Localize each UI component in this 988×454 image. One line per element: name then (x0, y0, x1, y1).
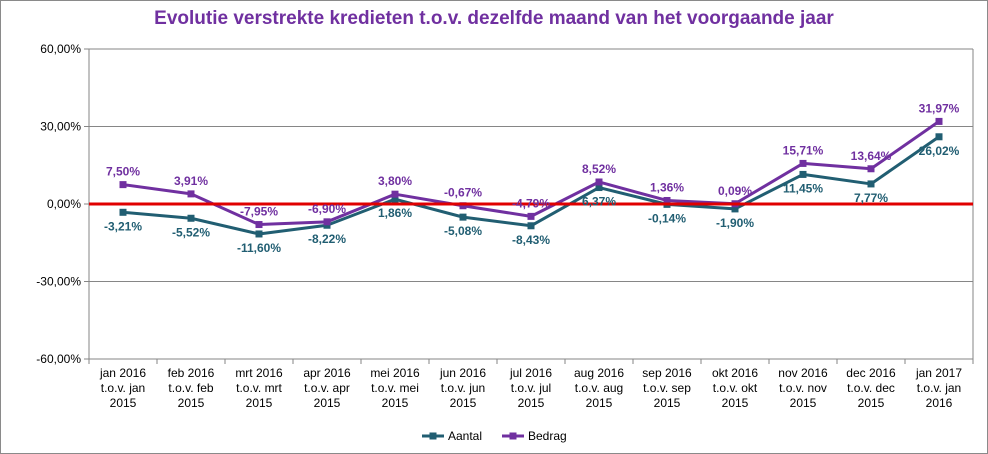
point-bedrag (799, 159, 807, 167)
data-label-aantal: -8,22% (308, 232, 346, 246)
data-label-bedrag: 31,97% (919, 101, 960, 115)
x-tick-label: jan 2016 t.o.v. jan 2015 (99, 366, 146, 410)
data-label-aantal: -3,21% (104, 219, 142, 233)
point-aantal (731, 205, 739, 213)
legend-label-bedrag: Bedrag (528, 429, 567, 443)
data-label-aantal: -5,08% (444, 224, 482, 238)
point-bedrag (527, 212, 535, 220)
point-aantal (391, 195, 399, 203)
point-aantal (595, 184, 603, 192)
data-label-bedrag: -6,90% (308, 202, 346, 216)
point-aantal (119, 208, 127, 216)
data-label-bedrag: 3,80% (378, 174, 412, 188)
y-tick-label: 30,00% (40, 120, 81, 134)
y-tick-label: -30,00% (36, 275, 81, 289)
data-label-bedrag: 8,52% (582, 162, 616, 176)
data-label-bedrag: 3,91% (174, 174, 208, 188)
point-bedrag (255, 221, 263, 229)
point-bedrag (119, 181, 127, 189)
x-tick-label: aug 2016 t.o.v. aug 2015 (574, 366, 624, 410)
data-label-aantal: -11,60% (237, 241, 281, 255)
x-tick-label: nov 2016 t.o.v. nov 2015 (778, 366, 828, 410)
point-bedrag (595, 178, 603, 186)
x-tick-label: feb 2016 t.o.v. feb 2015 (168, 366, 215, 410)
point-aantal (935, 133, 943, 141)
x-tick-label: mei 2016 t.o.v. mei 2015 (370, 366, 420, 410)
point-bedrag (867, 165, 875, 173)
point-aantal (867, 180, 875, 188)
y-tick-label: 0,00% (47, 197, 81, 211)
x-tick-label: mrt 2016 t.o.v. mrt 2015 (235, 366, 283, 410)
x-tick-label: apr 2016 t.o.v. apr 2015 (303, 366, 351, 410)
point-aantal (187, 214, 195, 222)
x-tick-label: jan 2017 t.o.v. jan 2016 (915, 366, 962, 410)
data-label-aantal: -1,90% (716, 216, 754, 230)
legend-marker-bedrag (509, 432, 517, 440)
data-label-aantal: 7,77% (854, 191, 888, 205)
x-tick-label: dec 2016 t.o.v. dec 2015 (846, 366, 896, 410)
data-label-bedrag: 15,71% (783, 143, 824, 157)
data-label-aantal: 1,86% (378, 206, 412, 220)
data-label-bedrag: 7,50% (106, 165, 140, 179)
data-label-aantal: 26,02% (919, 144, 960, 158)
chart-title: Evolutie verstrekte kredieten t.o.v. dez… (154, 8, 834, 29)
point-bedrag (323, 218, 331, 226)
x-tick-label: okt 2016 t.o.v. okt 2015 (712, 366, 758, 410)
point-bedrag (187, 190, 195, 198)
data-label-bedrag: 1,36% (650, 180, 684, 194)
data-label-bedrag: 0,09% (718, 184, 752, 198)
point-bedrag (663, 196, 671, 204)
point-aantal (527, 222, 535, 230)
point-aantal (799, 170, 807, 178)
y-tick-label: 60,00% (40, 42, 81, 56)
data-label-bedrag: 13,64% (851, 149, 892, 163)
data-label-bedrag: -0,67% (444, 186, 482, 200)
point-aantal (459, 213, 467, 221)
legend-marker-aantal (429, 432, 437, 440)
point-bedrag (459, 202, 467, 210)
y-tick-label: -60,00% (36, 352, 81, 366)
point-bedrag (391, 190, 399, 198)
x-tick-label: jun 2016 t.o.v. jun 2015 (439, 366, 486, 410)
data-label-aantal: -0,14% (648, 211, 686, 225)
legend-label-aantal: Aantal (448, 429, 482, 443)
point-aantal (255, 230, 263, 238)
data-label-bedrag: -4,79% (512, 196, 550, 210)
x-tick-label: jul 2016 t.o.v. jul 2015 (509, 366, 552, 410)
data-label-aantal: -5,52% (172, 225, 210, 239)
point-bedrag (935, 117, 943, 125)
x-tick-label: sep 2016 t.o.v. sep 2015 (642, 366, 692, 410)
data-label-aantal: -8,43% (512, 233, 550, 247)
data-label-aantal: 11,45% (783, 181, 823, 195)
data-label-bedrag: -7,95% (240, 205, 278, 219)
data-label-aantal: 6,37% (582, 195, 616, 209)
